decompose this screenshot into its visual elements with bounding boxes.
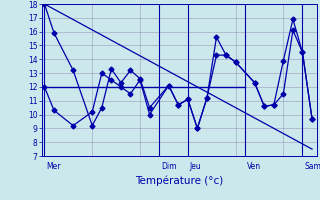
Text: Jeu: Jeu: [190, 162, 202, 171]
Text: Mer: Mer: [46, 162, 61, 171]
Text: Dim: Dim: [161, 162, 177, 171]
Text: Sam: Sam: [304, 162, 320, 171]
Text: Ven: Ven: [247, 162, 261, 171]
X-axis label: Température (°c): Température (°c): [135, 175, 223, 186]
